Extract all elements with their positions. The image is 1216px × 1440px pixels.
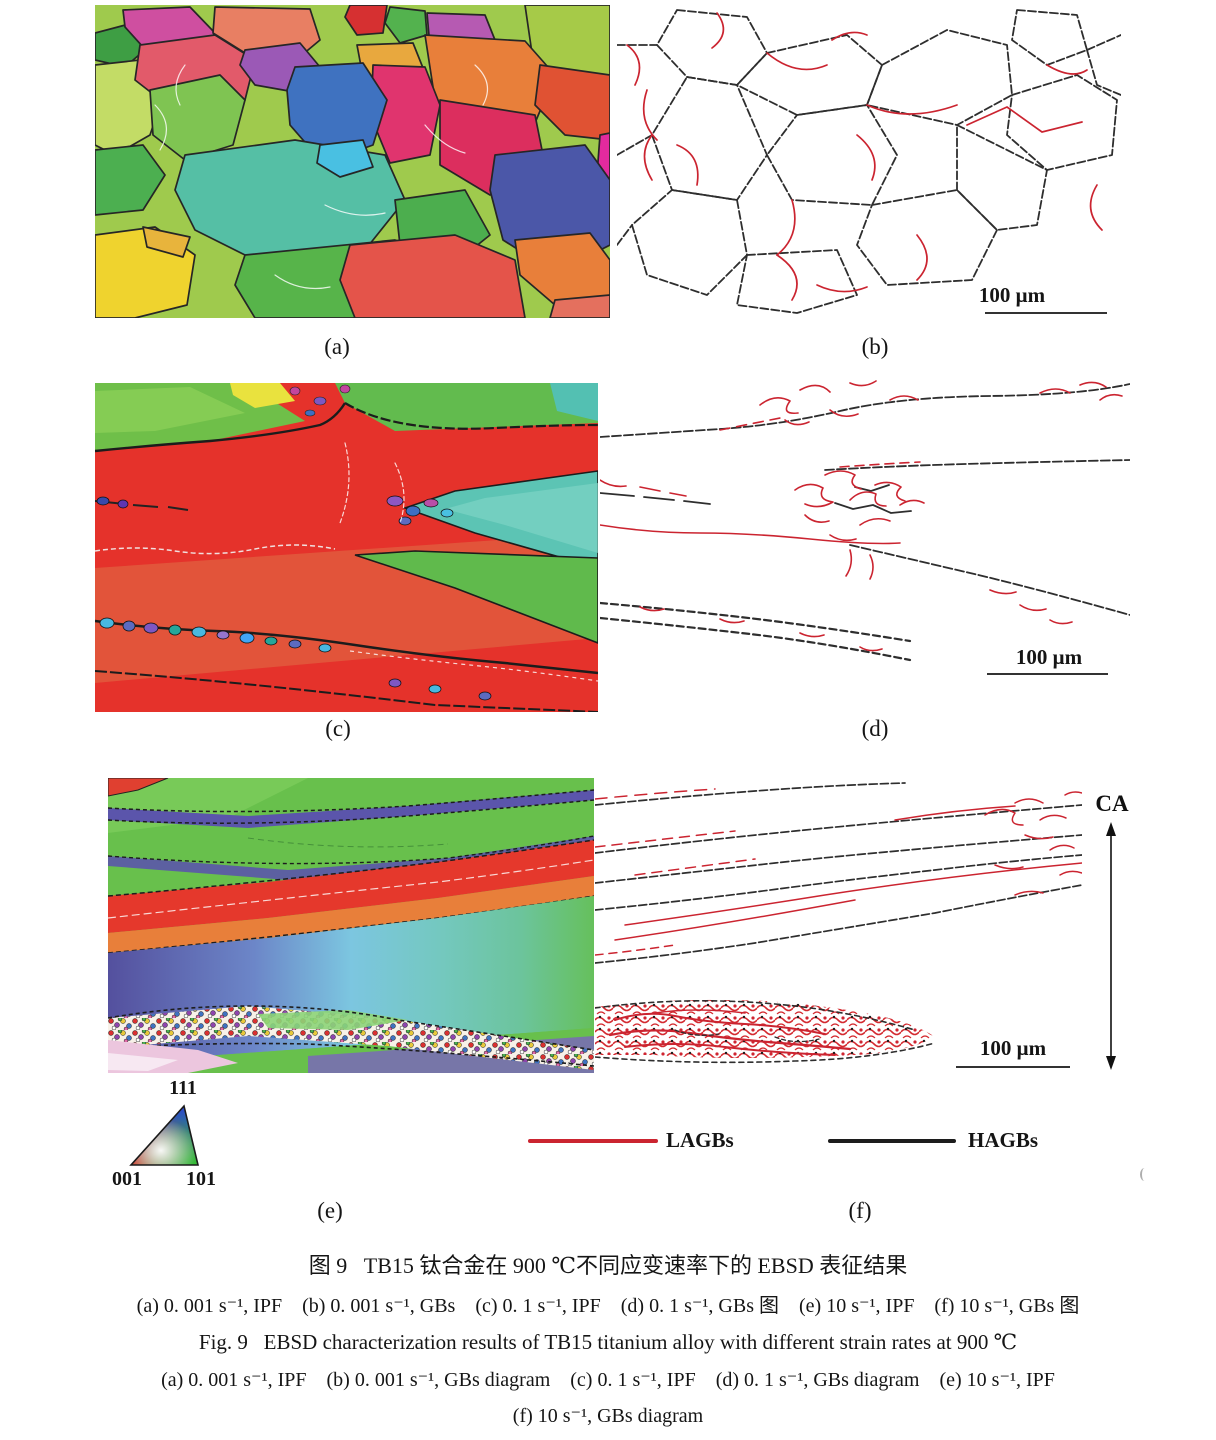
panel-a-label: (a) <box>324 334 350 359</box>
dense-dynamic-recrystallization-band <box>595 999 936 1064</box>
gbs-banded-network-image: 100 μm <box>595 782 1082 1068</box>
scale-bar-b-text: 100 μm <box>979 283 1046 307</box>
panel-d-label: (d) <box>861 716 889 741</box>
scale-bar-f: 100 μm <box>956 1036 1070 1068</box>
panel-e-label: (e) <box>317 1198 343 1223</box>
scale-bar-b: 100 μm <box>979 283 1107 314</box>
scale-bar-f-text: 100 μm <box>980 1036 1047 1060</box>
ipf-color-key: 111 001 101 <box>105 1072 225 1195</box>
hagb-legend-line <box>828 1139 956 1143</box>
compression-axis-label: CA <box>1095 791 1129 816</box>
caption-en-items-line1: (a) 0. 001 s⁻¹, IPF (b) 0. 001 s⁻¹, GBs … <box>161 1369 1055 1391</box>
boundary-bead-chain <box>99 617 332 653</box>
lagb-legend-line <box>528 1139 658 1143</box>
caption-zh-items: (a) 0. 001 s⁻¹, IPF (b) 0. 001 s⁻¹, GBs … <box>136 1295 1080 1317</box>
compression-axis-arrow <box>1106 822 1116 1070</box>
panel-e-ipf-map <box>108 778 594 1073</box>
recrystallized-speckles-top <box>289 384 351 417</box>
ipf-banded-grains-image <box>108 778 594 1073</box>
ipf-key-001-label: 001 <box>112 1168 142 1190</box>
panel-b-label: (b) <box>861 334 889 359</box>
ipf-key-101-label: 101 <box>186 1168 216 1190</box>
stray-print-mark <box>1140 1168 1149 1181</box>
scale-bar-d-text: 100 μm <box>1016 645 1083 669</box>
caption-en-title: Fig. 9 EBSD characterization results of … <box>198 1330 1018 1354</box>
ipf-elongated-grains-image <box>95 383 598 712</box>
hagb-legend-label: HAGBs <box>968 1128 1039 1152</box>
panel-d-gbs-map: 100 μm <box>600 375 1130 700</box>
substructure-cluster-center <box>386 495 454 526</box>
panel-c-ipf-map <box>95 383 598 712</box>
panel-b-gbs-map: 100 μm <box>617 5 1121 316</box>
lagb-legend-label: LAGBs <box>666 1128 734 1152</box>
panel-a-ipf-map <box>95 5 610 318</box>
panel-c-label: (c) <box>325 716 351 741</box>
panel-f-gbs-map: 100 μm <box>595 775 1082 1090</box>
gbs-elongated-network-image: 100 μm <box>600 380 1130 675</box>
panel-f-label: (f) <box>848 1198 872 1223</box>
ipf-key-111-label: 111 <box>169 1077 197 1099</box>
ipf-color-triangle: 111 001 101 <box>112 1077 216 1190</box>
caption-zh-title: 图 9 TB15 钛合金在 900 ℃不同应变速率下的 EBSD 表征结果 <box>308 1253 908 1278</box>
caption-en-items-line2: (f) 10 s⁻¹, GBs diagram <box>512 1405 704 1427</box>
gbs-equiaxed-network-image: 100 μm <box>617 9 1121 314</box>
ipf-equiaxed-grains-image <box>95 5 610 318</box>
scale-bar-d: 100 μm <box>987 645 1108 675</box>
